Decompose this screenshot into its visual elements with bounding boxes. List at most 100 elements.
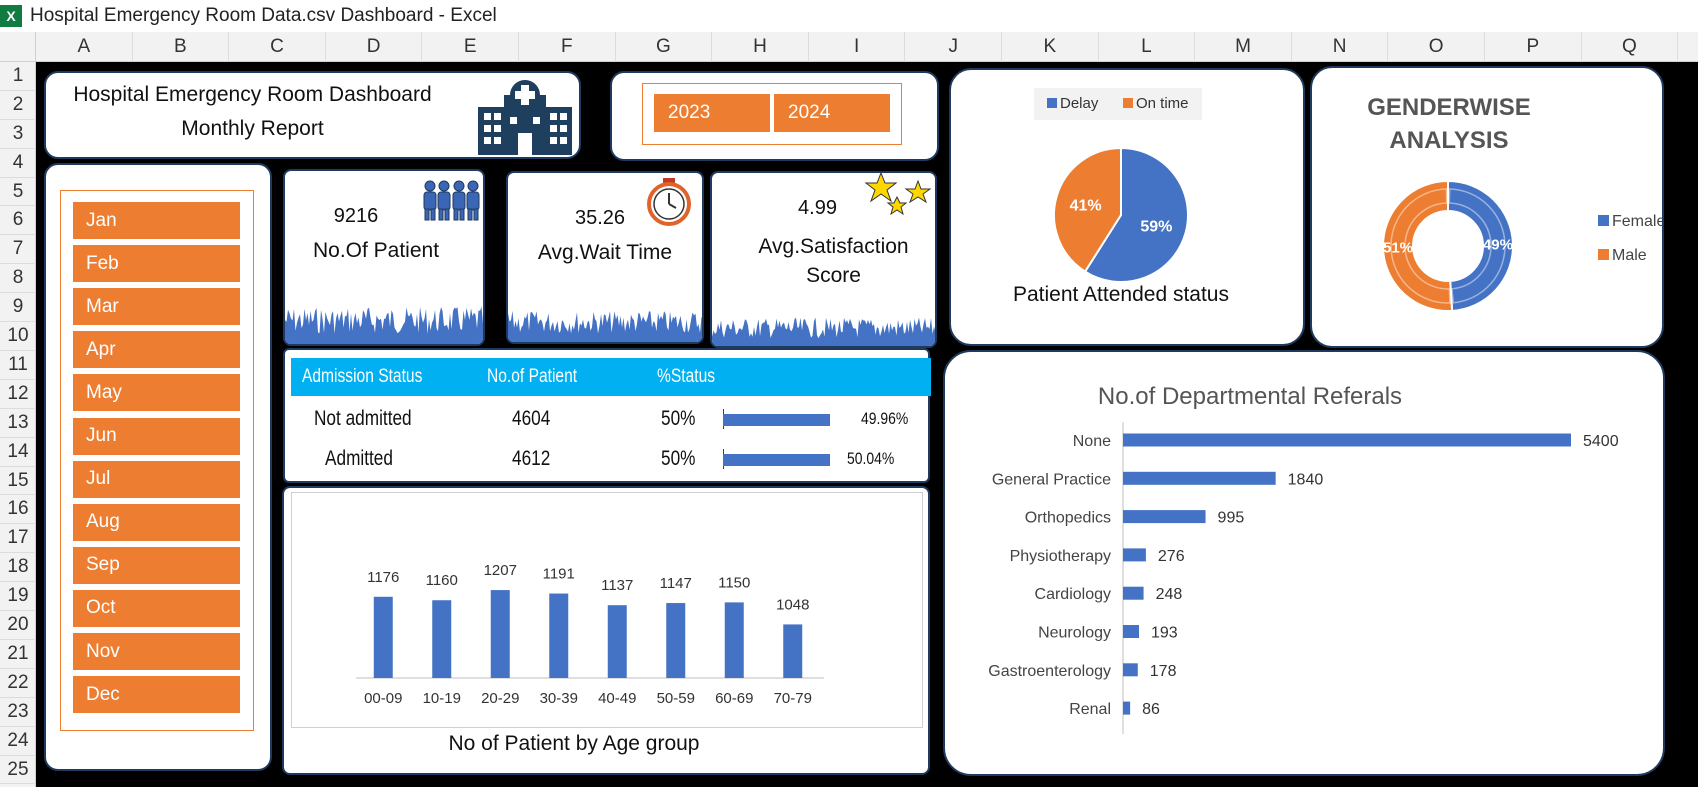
column-header-cell[interactable]: D [326,32,423,62]
age-bar [666,603,686,678]
row-header-cell[interactable]: 3 [0,120,36,149]
kpi-patients-label: No.Of Patient [312,239,440,262]
row-header-cell[interactable]: 4 [0,149,36,178]
row-header-cell[interactable]: 11 [0,351,36,380]
header-pct-status: %Status [657,366,716,387]
row-header-cell[interactable]: 13 [0,409,36,438]
age-chart-title: No of Patient by Age group [448,732,699,755]
row-pct: 50% [661,447,696,470]
row-header-cell[interactable]: 22 [0,669,36,698]
month-button-jul[interactable]: Jul [73,460,240,498]
column-header-cell[interactable]: J [905,32,1002,62]
row-header-cell[interactable]: 1 [0,62,36,91]
referral-category: Gastroenterology [988,663,1111,680]
people-icon [423,180,480,221]
column-header-cell[interactable]: M [1195,32,1292,62]
age-group-chart: 1176 00-09 1160 10-19 1207 20-29 1191 30-39 1137… [356,562,824,755]
month-button-dec[interactable]: Dec [73,676,240,714]
month-button-nov[interactable]: Nov [73,633,240,670]
pie-slice [1083,146,1189,283]
referral-bar [1123,701,1131,715]
row-header-cell[interactable]: 10 [0,322,36,351]
row-header-cell[interactable]: 7 [0,235,36,265]
row-header-cell[interactable]: 17 [0,524,36,554]
pie-slice-label: 59% [1140,218,1172,235]
age-bar [549,593,569,678]
month-button-sep[interactable]: Sep [73,546,240,584]
column-header-cell[interactable]: K [1002,32,1099,62]
row-header-cell[interactable]: 23 [0,698,36,727]
row-header-cell[interactable]: 8 [0,264,36,294]
referral-bar [1123,548,1146,562]
month-button-jan[interactable]: Jan [73,202,240,239]
column-header-cell[interactable]: A [36,32,133,62]
table-row: Admitted 4612 50% 50.04% [291,440,931,478]
row-header-cell[interactable]: 5 [0,178,36,207]
kpi-wait-card: 35.26 Avg.Wait Time [506,171,704,344]
dashboard-subtitle: Monthly Report [181,117,324,140]
row-header-cell[interactable]: 15 [0,467,36,496]
referral-bar [1123,433,1571,447]
row-header-cell[interactable]: 14 [0,438,36,467]
legend-label: Female [1612,213,1662,230]
row-header-cell[interactable]: 25 [0,756,36,785]
row-header-cell[interactable]: 2 [0,91,36,120]
row-header-cell[interactable]: 18 [0,553,36,583]
column-header-cell[interactable]: Q [1582,32,1679,62]
dashboard-title: Hospital Emergency Room Dashboard [73,83,432,106]
legend-label: Male [1612,247,1647,264]
column-header-cell[interactable]: F [519,32,616,62]
kpi-satisfaction-card: 4.99 Avg.Satisfaction Score [710,171,937,348]
month-slicer: Jan Feb Mar Apr May Jun Jul Aug Sep Oct Nov Dec [44,163,272,771]
row-header-cell[interactable]: 20 [0,611,36,640]
month-button-feb[interactable]: Feb [73,245,240,283]
referral-value: 193 [1151,625,1178,642]
column-header-cell[interactable]: H [712,32,809,62]
month-button-aug[interactable]: Aug [73,503,240,541]
referral-category: General Practice [992,471,1111,488]
row-header-cell[interactable]: 19 [0,582,36,612]
kpi-wait-value: 35.26 [574,207,626,229]
row-header-cell[interactable]: 6 [0,207,36,236]
column-header-cell[interactable]: B [133,32,230,62]
year-button-2023[interactable]: 2023 [654,94,770,132]
row-header: 1 2 3 4 5 6 7 8 9 10 11 12 13 14 15 16 17 18 19 20 21 22 23 24 2… [0,62,36,787]
column-header-cell[interactable]: I [809,32,906,62]
referral-category: None [1073,433,1111,450]
month-button-may[interactable]: May [73,374,240,412]
age-tick-label: 60-69 [715,690,753,707]
column-header-cell[interactable]: O [1388,32,1485,62]
referral-bar [1123,471,1276,485]
month-button-jun[interactable]: Jun [73,417,240,455]
month-button-apr[interactable]: Apr [73,331,240,369]
row-header-cell[interactable]: 16 [0,496,36,525]
referral-category: Neurology [1038,625,1111,642]
column-header-cell[interactable]: L [1099,32,1196,62]
row-header-cell[interactable]: 24 [0,727,36,756]
header-admission-status: Admission Status [302,366,423,387]
row-header-cell[interactable]: 12 [0,380,36,409]
age-tick-label: 30-39 [540,690,578,707]
legend-swatch [1598,249,1609,260]
column-header-cell[interactable]: C [229,32,326,62]
column-header-cell[interactable]: P [1485,32,1582,62]
column-header-cell[interactable]: E [422,32,519,62]
admission-table-card: Admission Status No.of Patient %Status N… [283,348,931,483]
age-tick-label: 70-79 [774,690,812,707]
row-pct: 50% [661,407,696,430]
age-bar [607,605,627,678]
month-button-oct[interactable]: Oct [73,589,240,627]
select-all-corner[interactable] [0,32,36,62]
row-header-cell[interactable]: 9 [0,293,36,323]
row-header-cell[interactable]: 21 [0,640,36,669]
year-button-2024[interactable]: 2024 [774,94,890,132]
month-button-mar[interactable]: Mar [73,288,240,326]
attended-chart-title: Patient Attended status [1013,283,1229,306]
departmental-referrals-chart: No.of Departmental Referals None 5400 Gener… [988,383,1619,734]
donut-slice [1382,179,1454,312]
dashboard-header-card: Hospital Emergency Room Dashboard Monthl… [44,71,581,159]
referral-value: 1840 [1288,471,1324,488]
column-header-cell[interactable]: N [1292,32,1389,62]
column-header-cell[interactable]: G [616,32,713,62]
referral-bar [1123,625,1140,638]
